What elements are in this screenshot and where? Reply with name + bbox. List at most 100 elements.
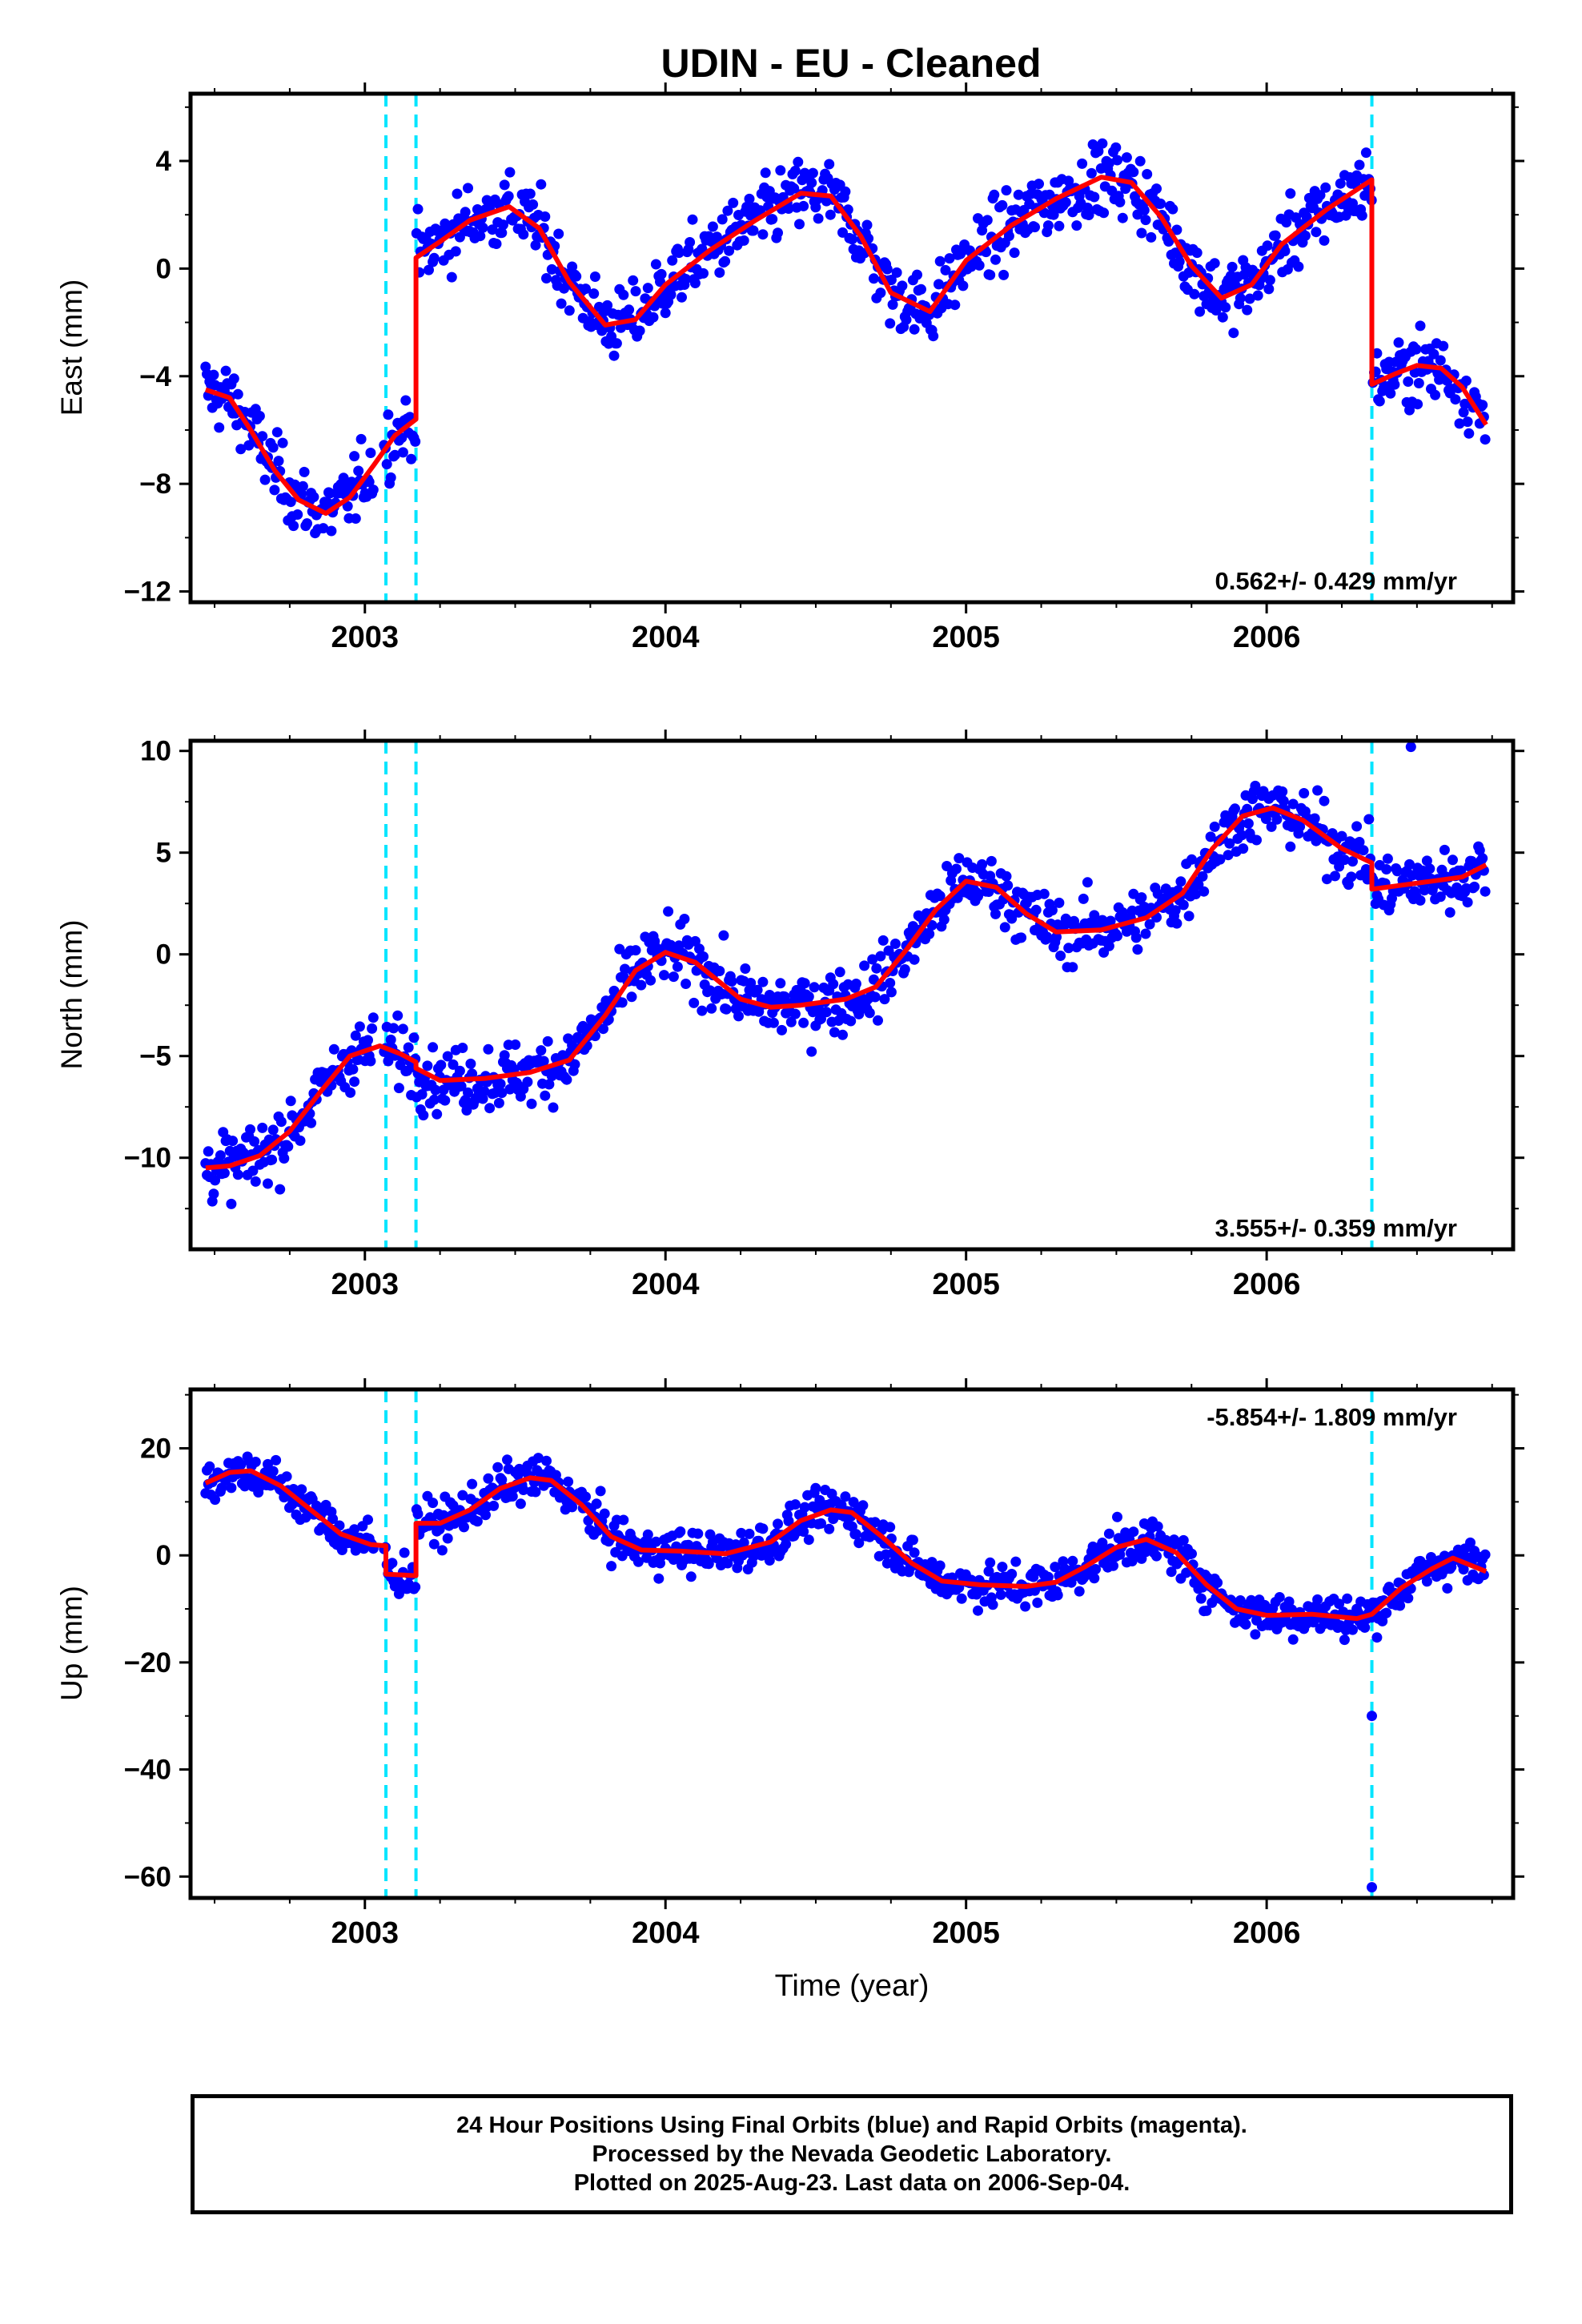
data-point <box>1191 247 1203 259</box>
data-point <box>1151 183 1162 195</box>
data-point <box>775 978 786 989</box>
data-point <box>496 1088 508 1099</box>
data-point <box>350 513 361 524</box>
data-point <box>775 165 786 176</box>
data-point <box>208 1188 219 1200</box>
data-point <box>1238 843 1249 854</box>
data-point <box>263 1178 273 1189</box>
data-point <box>1006 1569 1018 1579</box>
data-point <box>1477 400 1488 411</box>
data-point <box>327 1514 339 1525</box>
data-point <box>1412 399 1423 410</box>
data-point <box>1224 838 1235 849</box>
data-point <box>752 984 763 995</box>
rate-label: 3.555+/- 0.359 mm/yr <box>1215 1214 1457 1242</box>
data-point <box>1048 209 1059 220</box>
data-point <box>452 188 463 199</box>
data-point <box>354 1021 365 1032</box>
data-point <box>987 1599 998 1610</box>
data-point <box>1435 891 1446 903</box>
data-point <box>1450 394 1461 405</box>
data-point <box>1367 1711 1377 1722</box>
x-tick-label: 2004 <box>632 1268 700 1301</box>
data-point <box>567 1502 578 1513</box>
data-point <box>630 286 641 297</box>
data-point <box>733 1011 744 1022</box>
data-point <box>1242 304 1253 316</box>
data-point <box>504 167 516 178</box>
data-point <box>1050 1562 1061 1573</box>
data-point <box>773 1518 783 1530</box>
footer-line-1: 24 Hour Positions Using Final Orbits (bl… <box>456 2113 1247 2138</box>
data-point <box>1016 932 1027 943</box>
data-point <box>1042 1571 1054 1582</box>
data-point <box>1271 814 1283 825</box>
data-point <box>1235 1595 1246 1606</box>
data-point <box>397 1023 408 1035</box>
data-point <box>1067 962 1078 973</box>
data-point <box>561 1074 572 1085</box>
data-point <box>1266 821 1277 832</box>
data-point <box>689 997 700 1008</box>
data-point <box>707 221 718 232</box>
data-point <box>1295 821 1306 832</box>
data-point <box>1315 190 1326 201</box>
data-point <box>1178 1534 1189 1546</box>
model-fit-line <box>204 1468 1488 1622</box>
data-point <box>703 1558 714 1570</box>
data-point <box>599 1508 610 1519</box>
data-point <box>1205 831 1216 842</box>
data-point <box>1278 795 1289 806</box>
y-tick-label: −40 <box>124 1755 171 1786</box>
data-point <box>412 203 424 215</box>
data-point <box>665 289 677 300</box>
data-point <box>745 978 757 988</box>
data-point <box>1478 1570 1489 1581</box>
data-point <box>1339 854 1350 866</box>
data-point <box>318 523 329 534</box>
data-point <box>1083 210 1094 220</box>
data-point <box>995 1589 1006 1600</box>
data-point <box>1462 897 1473 908</box>
data-point <box>1030 1585 1040 1596</box>
model-fit-line <box>205 805 1488 1171</box>
data-point <box>383 409 394 420</box>
data-point <box>363 476 375 488</box>
data-point <box>388 1023 400 1034</box>
data-point <box>480 1510 491 1521</box>
data-point <box>210 1494 221 1506</box>
data-point <box>1367 1882 1377 1893</box>
data-point <box>1438 340 1449 352</box>
data-point <box>1393 337 1404 348</box>
data-point <box>973 891 983 902</box>
data-point <box>1201 1605 1212 1616</box>
data-point <box>580 283 591 295</box>
data-point <box>363 1035 373 1046</box>
data-point <box>285 497 296 508</box>
x-tick-label: 2005 <box>932 1916 1000 1950</box>
plot-frame <box>188 738 1516 1252</box>
data-point <box>1287 798 1299 810</box>
data-point <box>1321 874 1332 885</box>
data-point <box>857 1500 869 1511</box>
data-point <box>616 997 628 1008</box>
data-point <box>632 1556 644 1567</box>
data-point <box>1458 1564 1469 1575</box>
data-point <box>1442 1582 1453 1594</box>
data-point <box>789 1008 801 1019</box>
data-point <box>295 1135 306 1146</box>
data-point <box>885 1522 896 1533</box>
data-point <box>504 1084 516 1095</box>
data-point <box>698 951 709 962</box>
data-point <box>1167 203 1178 215</box>
data-point <box>909 1547 920 1558</box>
data-point <box>418 1110 429 1121</box>
data-point <box>460 207 471 218</box>
data-point <box>385 472 396 483</box>
x-tick-label: 2005 <box>932 1268 1000 1301</box>
data-point <box>958 280 969 292</box>
data-point <box>1197 870 1208 882</box>
data-point <box>673 247 685 259</box>
data-point <box>885 987 897 998</box>
data-point <box>540 211 551 222</box>
